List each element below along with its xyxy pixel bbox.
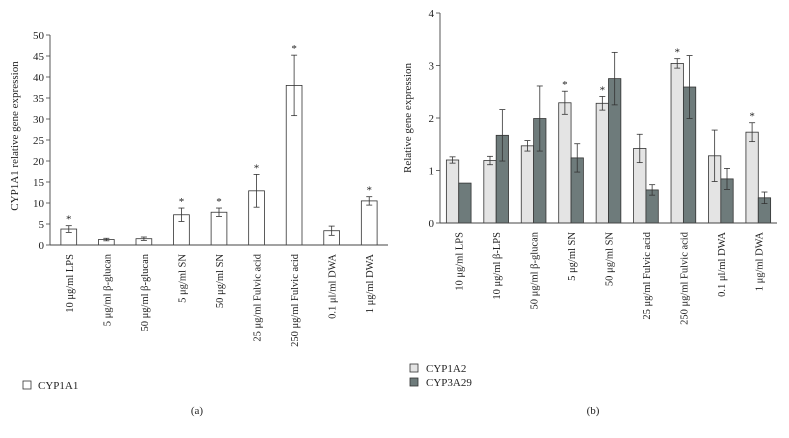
axes-b <box>436 12 777 224</box>
x-tick-label: 10 μg/ml β-LPS <box>492 232 503 300</box>
x-tick-labels-b: 10 μg/ml LPS 10 μg/ml β-LPS 50 μg/ml β-glu… <box>455 231 766 325</box>
y-tick-label: 5 <box>39 219 45 231</box>
y-tick-label: 15 <box>33 177 45 189</box>
bar <box>558 102 572 224</box>
significance-marker: * <box>179 196 185 208</box>
legend-b: CYP1A2 CYP3A29 <box>409 363 472 389</box>
x-tick-label: 10 μg/ml LPS <box>65 254 76 313</box>
significance-marker: * <box>66 214 72 226</box>
y-tick-label: 2 <box>429 113 435 125</box>
y-tick-label: 45 <box>33 51 45 63</box>
significance-marker: * <box>674 47 680 59</box>
x-tick-label: 50 μg/ml SN <box>605 232 616 286</box>
legend-swatch-cyp1a1 <box>22 380 32 390</box>
x-tick-label: 0.1 μl/ml DWA <box>328 254 339 319</box>
x-tick-label: 5 μg/ml SN <box>177 254 188 303</box>
significance-marker: * <box>291 43 297 55</box>
bar <box>745 131 759 224</box>
x-tick-label: 10 μg/ml LPS <box>455 232 466 291</box>
y-tick-labels-b: 0 1 2 3 4 <box>429 8 435 230</box>
bar <box>210 211 228 246</box>
significance-marker: * <box>749 111 755 123</box>
x-tick-label: 50 μg/ml SN <box>215 254 226 308</box>
significance-marker: * <box>600 84 606 96</box>
y-tick-labels-a: 0 5 10 15 20 25 30 35 40 45 50 <box>33 30 45 252</box>
y-tick-label: 40 <box>33 72 45 84</box>
x-tick-label: 25 μg/ml Fulvic acid <box>642 231 653 319</box>
bar <box>360 200 378 246</box>
chart-panel-a: CYP1A1 relative gene expression 0 5 10 15 20… <box>9 30 388 417</box>
y-tick-label: 25 <box>33 135 45 147</box>
bar <box>445 159 460 224</box>
x-tick-label: 0.1 μl/ml DWA <box>717 232 728 297</box>
y-tick-label: 35 <box>33 93 45 105</box>
x-tick-label: 1 μg/ml DWA <box>365 254 376 314</box>
y-tick-label: 20 <box>33 156 45 168</box>
x-tick-label: 250 μg/ml Fulvic acid <box>290 253 301 347</box>
y-tick-label: 30 <box>33 114 45 126</box>
significance-marker: * <box>254 162 260 174</box>
y-tick-label: 10 <box>33 198 45 210</box>
x-tick-label: 5 μg/ml β-glucan <box>102 253 113 326</box>
y-tick-label: 4 <box>429 8 435 20</box>
y-tick-label: 50 <box>33 30 45 42</box>
significance-marker: * <box>366 185 372 197</box>
bar <box>595 102 609 224</box>
y-axis-label-b: Relative gene expression <box>402 63 414 173</box>
bar <box>458 182 472 224</box>
bar <box>520 145 535 224</box>
panel-label-b: (b) <box>587 405 600 417</box>
legend-label-cyp3a29: CYP3A29 <box>426 377 472 389</box>
x-tick-labels-a: 10 μg/ml LPS 5 μg/ml β-glucan 50 μg/ml β-g… <box>65 253 376 347</box>
legend-swatch-cyp3a29 <box>409 377 419 387</box>
panel-label-a: (a) <box>191 405 204 417</box>
x-tick-label: 25 μg/ml Fulvic acid <box>253 253 264 341</box>
axes-a <box>46 34 388 246</box>
legend-label-cyp1a2: CYP1A2 <box>426 363 466 375</box>
x-tick-label: 1 μg/ml DWA <box>754 232 765 292</box>
significance-marker: * <box>562 79 568 91</box>
x-tick-label: 50 μg/ml β-glucan <box>530 231 541 309</box>
significance-marker: * <box>216 196 222 208</box>
y-tick-label: 0 <box>429 218 435 230</box>
bar <box>670 63 684 224</box>
bars-a: * * * * * * <box>60 43 378 246</box>
x-tick-label: 5 μg/ml SN <box>567 232 578 281</box>
bar <box>483 160 497 224</box>
bars-b: * * * * <box>445 47 772 224</box>
x-tick-label: 50 μg/ml β-glucan <box>140 253 151 331</box>
x-tick-label: 250 μg/ml Fulvic acid <box>679 231 690 325</box>
chart-panel-b: Relative gene expression 0 1 2 3 4 * * * * 10 μ… <box>402 8 777 417</box>
y-axis-label-a: CYP1A1 relative gene expression <box>9 61 21 211</box>
y-tick-label: 1 <box>429 166 435 178</box>
y-tick-label: 0 <box>39 240 45 252</box>
y-tick-label: 3 <box>429 61 435 73</box>
legend-a: CYP1A1 <box>22 380 78 392</box>
legend-label-cyp1a1: CYP1A1 <box>38 380 78 392</box>
legend-swatch-cyp1a2 <box>409 363 419 373</box>
